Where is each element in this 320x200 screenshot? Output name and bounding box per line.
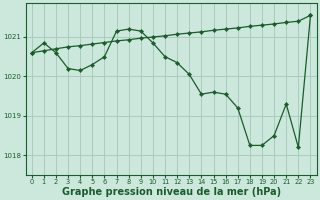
X-axis label: Graphe pression niveau de la mer (hPa): Graphe pression niveau de la mer (hPa) xyxy=(61,187,281,197)
